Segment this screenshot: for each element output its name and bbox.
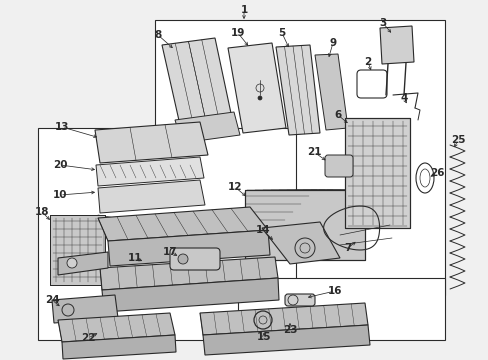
Polygon shape bbox=[98, 180, 204, 213]
Text: 12: 12 bbox=[227, 182, 242, 192]
Bar bbox=[244, 190, 364, 260]
FancyArrow shape bbox=[413, 108, 420, 127]
Polygon shape bbox=[203, 325, 369, 355]
Text: 10: 10 bbox=[53, 190, 67, 200]
Polygon shape bbox=[62, 335, 176, 359]
Text: 26: 26 bbox=[429, 168, 443, 178]
Text: 18: 18 bbox=[35, 207, 49, 217]
Bar bbox=[155, 20, 444, 295]
Polygon shape bbox=[58, 313, 175, 342]
Text: 17: 17 bbox=[163, 247, 177, 257]
Text: 2: 2 bbox=[364, 57, 371, 67]
Text: 7: 7 bbox=[344, 243, 351, 253]
Text: 21: 21 bbox=[306, 147, 321, 157]
Polygon shape bbox=[98, 207, 267, 241]
Text: 1: 1 bbox=[240, 5, 247, 15]
Polygon shape bbox=[108, 230, 269, 266]
Polygon shape bbox=[200, 303, 367, 335]
FancyBboxPatch shape bbox=[325, 155, 352, 177]
Text: 22: 22 bbox=[81, 333, 95, 343]
Text: 8: 8 bbox=[154, 30, 162, 40]
Polygon shape bbox=[95, 122, 207, 163]
Bar bbox=[238, 278, 444, 340]
Text: 15: 15 bbox=[256, 332, 271, 342]
Polygon shape bbox=[96, 157, 203, 186]
Bar bbox=[345, 118, 409, 228]
FancyBboxPatch shape bbox=[170, 248, 220, 270]
Text: 5: 5 bbox=[278, 28, 285, 38]
Bar bbox=[38, 128, 295, 340]
Polygon shape bbox=[52, 295, 118, 323]
Polygon shape bbox=[262, 222, 339, 264]
Bar bbox=[244, 190, 364, 260]
Text: 24: 24 bbox=[44, 295, 59, 305]
Polygon shape bbox=[102, 278, 279, 312]
Polygon shape bbox=[379, 26, 413, 64]
Text: 13: 13 bbox=[55, 122, 69, 132]
Polygon shape bbox=[58, 252, 108, 275]
Text: 19: 19 bbox=[230, 28, 244, 38]
Polygon shape bbox=[175, 112, 240, 143]
Bar bbox=[50, 215, 105, 285]
FancyBboxPatch shape bbox=[285, 294, 314, 306]
Polygon shape bbox=[162, 38, 231, 125]
Text: 25: 25 bbox=[450, 135, 464, 145]
Circle shape bbox=[178, 254, 187, 264]
Polygon shape bbox=[275, 45, 319, 135]
Polygon shape bbox=[100, 257, 278, 290]
Bar bbox=[345, 118, 409, 228]
Text: 4: 4 bbox=[400, 93, 407, 103]
Text: 11: 11 bbox=[127, 253, 142, 263]
Text: 3: 3 bbox=[379, 18, 386, 28]
Circle shape bbox=[258, 96, 262, 100]
Text: 23: 23 bbox=[282, 325, 297, 335]
Bar bbox=[50, 215, 105, 285]
Text: 16: 16 bbox=[327, 286, 342, 296]
Text: 20: 20 bbox=[53, 160, 67, 170]
Polygon shape bbox=[227, 43, 285, 133]
Polygon shape bbox=[314, 54, 347, 130]
Text: 6: 6 bbox=[334, 110, 341, 120]
Text: 14: 14 bbox=[255, 225, 270, 235]
Circle shape bbox=[67, 258, 77, 268]
Text: 9: 9 bbox=[329, 38, 336, 48]
